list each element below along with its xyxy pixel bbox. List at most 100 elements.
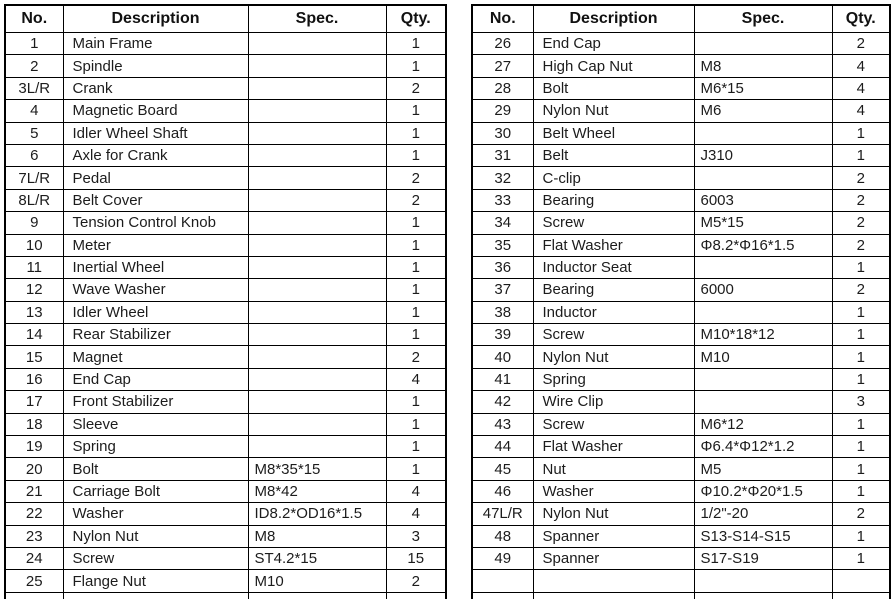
- cell-desc: Bearing: [532, 188, 695, 213]
- column-header-desc: Description: [532, 4, 695, 33]
- cell-desc: Screw: [532, 211, 695, 235]
- cell-no: 37: [471, 278, 534, 302]
- table-row: [4, 591, 447, 599]
- cell-spec: M8*35*15: [247, 457, 387, 481]
- table-row: 14 Rear Stabilizer 1: [4, 323, 447, 347]
- cell-qty: 2: [831, 278, 891, 302]
- cell-spec: [693, 121, 833, 145]
- cell-desc: Spindle: [62, 54, 249, 78]
- cell-desc: Sleeve: [62, 412, 249, 437]
- table-row: [471, 569, 891, 593]
- cell-no: 16: [4, 367, 64, 392]
- cell-spec: M5*15: [693, 211, 833, 235]
- cell-spec: [693, 255, 833, 280]
- cell-no: 13: [4, 300, 64, 325]
- cell-qty: 4: [385, 367, 447, 392]
- cell-no: 30: [471, 121, 534, 145]
- cell-spec: [693, 390, 833, 414]
- cell-spec: M5: [693, 457, 833, 481]
- cell-no: 47L/R: [471, 502, 534, 526]
- cell-no: 41: [471, 367, 534, 392]
- table-row: [471, 591, 891, 599]
- cell-spec: [247, 300, 387, 325]
- table-row: 16 End Cap 4: [4, 367, 447, 392]
- cell-no: 39: [471, 323, 534, 347]
- cell-qty: 2: [385, 345, 447, 369]
- cell-spec: [693, 591, 833, 599]
- table-row: 39 Screw M10*18*12 1: [471, 323, 891, 347]
- table-row: 12 Wave Washer 1: [4, 278, 447, 302]
- cell-no: 31: [471, 143, 534, 168]
- cell-desc: End Cap: [532, 31, 695, 56]
- parts-table-right: No. Description Spec. Qty. 26 End Cap 2 27 High …: [471, 4, 891, 599]
- cell-spec: M6*15: [693, 76, 833, 101]
- cell-desc: Screw: [532, 323, 695, 347]
- cell-desc: [532, 591, 695, 599]
- cell-no: 27: [471, 54, 534, 78]
- cell-qty: 2: [831, 31, 891, 56]
- cell-desc: Crank: [62, 76, 249, 101]
- cell-no: 38: [471, 300, 534, 325]
- table-row: 42 Wire Clip 3: [471, 390, 891, 414]
- cell-spec: M8*42: [247, 479, 387, 504]
- cell-desc: Bolt: [532, 76, 695, 101]
- cell-desc: Nylon Nut: [532, 345, 695, 369]
- cell-spec: [247, 390, 387, 414]
- cell-spec: Φ8.2*Φ16*1.5: [693, 233, 833, 257]
- cell-desc: Spanner: [532, 524, 695, 548]
- cell-no: 45: [471, 457, 534, 481]
- cell-qty: 2: [385, 188, 447, 213]
- column-header-spec: Spec.: [247, 4, 387, 33]
- cell-no: 43: [471, 412, 534, 437]
- cell-desc: Nylon Nut: [532, 502, 695, 526]
- table-row: 38 Inductor 1: [471, 300, 891, 325]
- cell-qty: 2: [831, 502, 891, 526]
- cell-qty: 1: [831, 457, 891, 481]
- cell-no: 15: [4, 345, 64, 369]
- table-row: 41 Spring 1: [471, 367, 891, 392]
- header-row: No. Description Spec. Qty.: [471, 4, 891, 33]
- table-row: 46 Washer Φ10.2*Φ20*1.5 1: [471, 479, 891, 504]
- table-row: 1 Main Frame 1: [4, 31, 447, 56]
- cell-desc: Washer: [62, 502, 249, 526]
- table-row: 8L/R Belt Cover 2: [4, 188, 447, 213]
- cell-qty: 1: [385, 54, 447, 78]
- cell-desc: High Cap Nut: [532, 54, 695, 78]
- table-row: 20 Bolt M8*35*15 1: [4, 457, 447, 481]
- table-row: 47L/R Nylon Nut 1/2"-20 2: [471, 502, 891, 526]
- table-row: 2 Spindle 1: [4, 54, 447, 78]
- cell-spec: [693, 166, 833, 190]
- cell-desc: Belt Wheel: [532, 121, 695, 145]
- cell-desc: Spanner: [532, 546, 695, 571]
- cell-qty: 4: [385, 479, 447, 504]
- cell-spec: [247, 143, 387, 168]
- cell-desc: [62, 591, 249, 599]
- cell-desc: Flat Washer: [532, 233, 695, 257]
- cell-spec: 1/2"-20: [693, 502, 833, 526]
- cell-desc: Flat Washer: [532, 435, 695, 459]
- cell-no: 17: [4, 390, 64, 414]
- cell-qty: 2: [385, 76, 447, 101]
- column-header-qty: Qty.: [831, 4, 891, 33]
- table-row: 27 High Cap Nut M8 4: [471, 54, 891, 78]
- cell-spec: M8: [247, 524, 387, 548]
- column-header-qty: Qty.: [385, 4, 447, 33]
- cell-no: 21: [4, 479, 64, 504]
- table-row: 5 Idler Wheel Shaft 1: [4, 121, 447, 145]
- table-row: 28 Bolt M6*15 4: [471, 76, 891, 101]
- cell-qty: 1: [385, 121, 447, 145]
- cell-qty: 1: [385, 323, 447, 347]
- cell-desc: Belt Cover: [62, 188, 249, 213]
- cell-spec: M10: [247, 569, 387, 593]
- cell-spec: [247, 166, 387, 190]
- cell-no: 10: [4, 233, 64, 257]
- cell-qty: 1: [385, 31, 447, 56]
- cell-desc: Tension Control Knob: [62, 211, 249, 235]
- cell-no: 25: [4, 569, 64, 593]
- cell-desc: Bearing: [532, 278, 695, 302]
- cell-no: 35: [471, 233, 534, 257]
- cell-spec: J310: [693, 143, 833, 168]
- cell-spec: S17-S19: [693, 546, 833, 571]
- cell-qty: 3: [385, 524, 447, 548]
